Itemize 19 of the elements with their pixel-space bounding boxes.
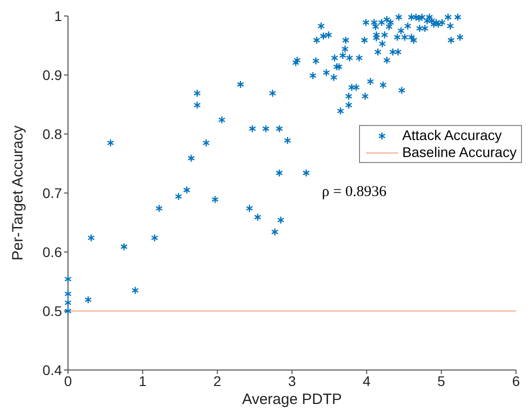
x-tick-label: 0 <box>64 372 72 389</box>
y-tick-label: 0.9 <box>42 66 62 83</box>
legend-label: Baseline Accuracy <box>402 144 517 162</box>
x-tick-label: 3 <box>288 372 296 389</box>
y-tick-label: 1 <box>54 8 62 24</box>
legend-label: Attack Accuracy <box>402 127 502 144</box>
y-tick-label: 0.8 <box>42 126 62 142</box>
x-tick-label: 4 <box>362 372 371 389</box>
annotation: ρ = 0.8936 <box>322 184 387 202</box>
x-axis-title: Average PDTP <box>242 391 342 408</box>
y-tick-label: 0.6 <box>42 244 62 260</box>
y-tick-label: 0.4 <box>42 362 62 378</box>
y-axis-title: Per-Target Accuracy <box>10 125 26 261</box>
x-tick-label: 2 <box>213 372 222 389</box>
x-tick-label: 6 <box>512 372 520 389</box>
y-tick-label: 0.7 <box>42 184 62 201</box>
x-tick-label: 1 <box>138 372 147 389</box>
y-tick-label: 0.5 <box>42 302 62 319</box>
x-tick-label: 5 <box>437 372 446 389</box>
